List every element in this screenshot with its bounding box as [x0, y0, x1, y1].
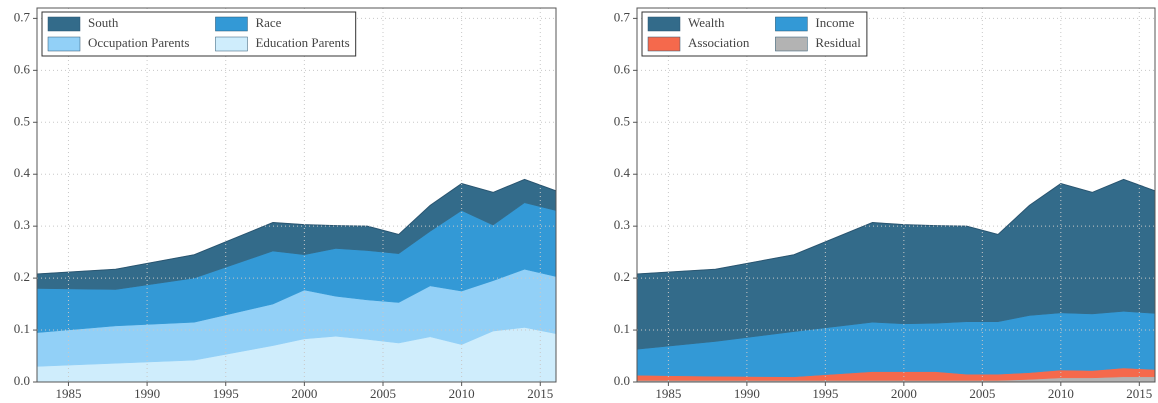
x-tick-label: 2000 [891, 386, 917, 401]
area-outline [636, 178, 1156, 275]
plot-frame [36, 7, 557, 383]
y-tick-label: 0.1 [614, 321, 630, 336]
legend-label: South [88, 15, 119, 30]
x-tick-label: 2010 [449, 386, 475, 401]
legend-item: Association [647, 35, 750, 52]
y-tick-label: 0.6 [14, 61, 31, 76]
legend-label: Occupation Parents [88, 35, 189, 50]
x-tick-label: 2005 [370, 386, 396, 401]
legend: South Race Occupation Parents Education Par… [41, 11, 357, 57]
x-tick-label: 2000 [291, 386, 317, 401]
legend-box [41, 11, 357, 57]
legend-item: Education Parents [215, 35, 350, 52]
legend-item: South [47, 15, 119, 32]
y-tick-label: 0.7 [614, 9, 631, 24]
y-tick-label: 0.2 [14, 269, 30, 284]
x-tick-label: 1985 [55, 386, 81, 401]
y-tick-label: 0.4 [614, 165, 631, 180]
legend-swatch [47, 16, 81, 32]
y-tick-label: 0.0 [14, 373, 30, 388]
plot-frame [636, 7, 1156, 383]
legend-item: Income [775, 15, 855, 32]
legend-label: Education Parents [255, 35, 349, 50]
legend-item: Residual [775, 35, 861, 52]
legend-label: Income [815, 15, 854, 30]
x-tick-label: 1995 [213, 386, 239, 401]
legend-item: Race [215, 15, 282, 32]
x-tick-label: 1985 [655, 386, 681, 401]
legend-swatch [775, 36, 808, 52]
legend-swatch [647, 36, 681, 52]
y-tick-label: 0.5 [14, 113, 30, 128]
y-tick-label: 0.3 [14, 217, 30, 232]
area-outline [36, 178, 557, 275]
x-tick-label: 2010 [1048, 386, 1074, 401]
legend-label: Association [688, 35, 750, 50]
legend-swatch [215, 36, 248, 52]
y-tick-label: 0.2 [614, 269, 630, 284]
y-tick-label: 0.6 [614, 61, 631, 76]
y-tick-label: 0.7 [14, 9, 31, 24]
legend: Wealth Income Association Residual [641, 11, 868, 57]
x-tick-label: 2015 [527, 386, 553, 401]
x-tick-label: 2005 [969, 386, 995, 401]
x-tick-label: 1995 [812, 386, 838, 401]
x-tick-label: 1990 [134, 386, 160, 401]
y-tick-label: 0.1 [14, 321, 30, 336]
y-tick-label: 0.4 [14, 165, 31, 180]
y-tick-label: 0.5 [614, 113, 630, 128]
legend-swatch [215, 16, 248, 32]
x-tick-label: 2015 [1126, 386, 1152, 401]
legend-item: Wealth [647, 15, 725, 32]
y-tick-label: 0.0 [614, 373, 630, 388]
legend-swatch [647, 16, 681, 32]
y-tick-label: 0.3 [614, 217, 630, 232]
legend-label: Residual [815, 35, 861, 50]
legend-label: Race [255, 15, 281, 30]
legend-swatch [47, 36, 81, 52]
legend-swatch [775, 16, 808, 32]
x-tick-label: 1990 [734, 386, 760, 401]
legend-label: Wealth [688, 15, 725, 30]
legend-item: Occupation Parents [47, 35, 189, 52]
